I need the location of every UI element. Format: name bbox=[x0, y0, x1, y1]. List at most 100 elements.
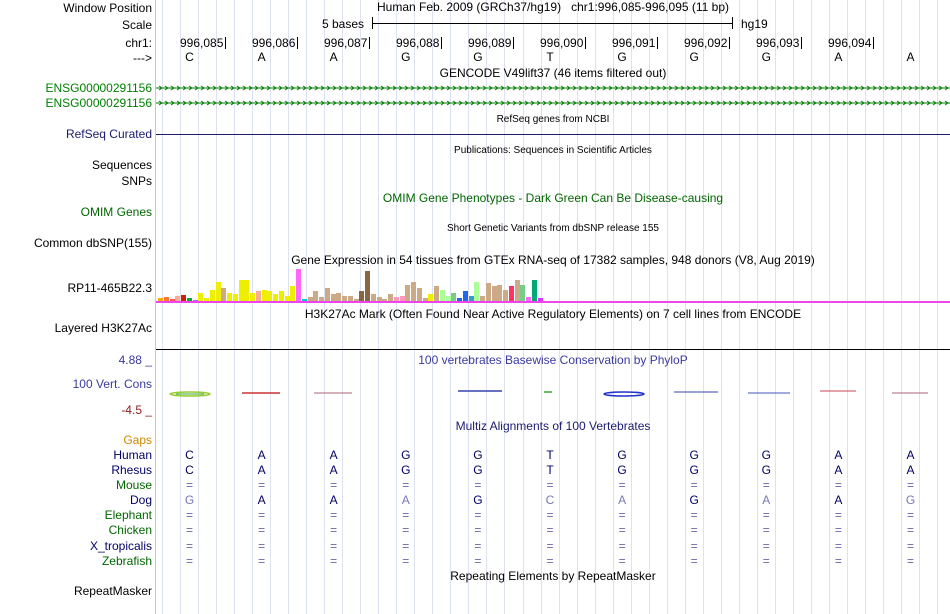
gtex-tissue-bar[interactable] bbox=[370, 294, 376, 302]
track-title-phylop[interactable]: 100 vertebrates Basewise Conservation by… bbox=[418, 353, 688, 367]
strand-chevrons bbox=[158, 85, 949, 91]
gtex-tissue-bar[interactable] bbox=[347, 296, 353, 302]
gtex-bar-chart[interactable] bbox=[156, 268, 950, 302]
gtex-tissue-bar[interactable] bbox=[411, 282, 416, 302]
label-refseq-curated[interactable]: RefSeq Curated bbox=[65, 127, 152, 141]
gtex-tissue-bar[interactable] bbox=[485, 283, 491, 302]
gtex-tissue-bar[interactable] bbox=[359, 291, 365, 302]
gtex-tissue-bar[interactable] bbox=[209, 290, 215, 302]
gtex-tissue-bar[interactable] bbox=[290, 286, 296, 302]
label-omim-genes[interactable]: OMIM Genes bbox=[80, 205, 152, 219]
label-species-xtropicalis: X_tropicalis bbox=[89, 539, 152, 553]
gtex-tissue-bar[interactable] bbox=[480, 296, 485, 302]
gtex-tissue-bar[interactable] bbox=[365, 271, 370, 302]
gtex-tissue-bar[interactable] bbox=[278, 291, 284, 302]
gtex-tissue-bar[interactable] bbox=[405, 285, 411, 302]
gtex-tissue-bar[interactable] bbox=[434, 286, 439, 302]
gtex-tissue-bar[interactable] bbox=[307, 297, 313, 302]
gtex-tissue-bar[interactable] bbox=[451, 293, 457, 302]
phylop-signal[interactable] bbox=[156, 385, 950, 401]
gtex-tissue-bar[interactable] bbox=[227, 293, 232, 302]
gtex-tissue-bar[interactable] bbox=[468, 296, 474, 302]
gtex-tissue-bar[interactable] bbox=[416, 288, 422, 302]
gtex-tissue-bar[interactable] bbox=[273, 294, 278, 302]
gtex-tissue-bar[interactable] bbox=[457, 298, 462, 302]
gtex-tissue-bar[interactable] bbox=[342, 296, 347, 302]
track-title-omim[interactable]: OMIM Gene Phenotypes - Dark Green Can Be… bbox=[382, 191, 724, 205]
gtex-tissue-bar[interactable] bbox=[462, 291, 468, 302]
label-repeatmasker[interactable]: RepeatMasker bbox=[73, 584, 152, 598]
gtex-tissue-bar[interactable] bbox=[296, 269, 301, 302]
gtex-tissue-bar[interactable] bbox=[313, 291, 319, 302]
gtex-tissue-bar[interactable] bbox=[181, 295, 186, 302]
gencode-transcripts[interactable] bbox=[156, 81, 950, 111]
gtex-tissue-bar[interactable] bbox=[376, 297, 382, 302]
label-snps[interactable]: SNPs bbox=[121, 174, 152, 188]
gtex-tissue-bar[interactable] bbox=[244, 280, 250, 302]
gtex-tissue-bar[interactable] bbox=[238, 280, 244, 302]
gtex-tissue-bar[interactable] bbox=[422, 298, 428, 302]
gtex-tissue-bar[interactable] bbox=[388, 294, 393, 302]
gtex-tissue-bar[interactable] bbox=[514, 280, 520, 302]
gtex-tissue-bar[interactable] bbox=[204, 298, 209, 302]
label-vert-cons[interactable]: 100 Vert. Cons bbox=[72, 377, 152, 391]
refseq-gene-line[interactable] bbox=[156, 134, 950, 135]
gtex-tissue-bar[interactable] bbox=[261, 290, 267, 302]
gtex-tissue-bar[interactable] bbox=[330, 294, 336, 302]
gene-track-1[interactable] bbox=[156, 85, 950, 91]
gtex-tissue-bar[interactable] bbox=[215, 282, 221, 302]
gtex-tissue-bar[interactable] bbox=[399, 296, 405, 302]
gtex-tissue-bar[interactable] bbox=[267, 291, 273, 302]
gtex-tissue-bar[interactable] bbox=[439, 290, 445, 302]
gtex-tissue-bar[interactable] bbox=[520, 285, 526, 302]
label-gtex-gene[interactable]: RP11-465B22.3 bbox=[67, 281, 152, 295]
gtex-tissue-bar[interactable] bbox=[393, 297, 399, 302]
gtex-tissue-bar[interactable] bbox=[445, 296, 451, 302]
gtex-tissue-bar[interactable] bbox=[301, 299, 307, 302]
gene-track-2[interactable] bbox=[156, 100, 950, 106]
gtex-tissue-bar[interactable] bbox=[497, 285, 503, 302]
gtex-tissue-bar[interactable] bbox=[186, 298, 192, 302]
track-title-dbsnp[interactable]: Short Genetic Variants from dbSNP releas… bbox=[447, 223, 659, 234]
label-sequences[interactable]: Sequences bbox=[91, 158, 152, 172]
gtex-tissue-bar[interactable] bbox=[336, 293, 342, 302]
gtex-tissue-bar[interactable] bbox=[491, 286, 497, 302]
coordinate-label: 996,091 bbox=[612, 36, 656, 50]
gtex-tissue-bar[interactable] bbox=[232, 294, 238, 302]
gtex-tissue-bar[interactable] bbox=[508, 286, 514, 302]
gtex-tissue-bar[interactable] bbox=[175, 296, 181, 302]
gtex-tissue-bar[interactable] bbox=[169, 299, 175, 302]
track-title-multiz[interactable]: Multiz Alignments of 100 Vertebrates bbox=[455, 419, 651, 433]
gtex-tissue-bar[interactable] bbox=[324, 288, 330, 302]
track-title-gtex[interactable]: Gene Expression in 54 tissues from GTEx … bbox=[291, 253, 815, 267]
track-image-area[interactable]: Human Feb. 2009 (GRCh37/hg19) chr1:996,0… bbox=[156, 0, 950, 614]
gtex-tissue-bar[interactable] bbox=[198, 293, 204, 302]
label-layered-h3k27ac[interactable]: Layered H3K27Ac bbox=[54, 321, 152, 335]
gtex-tissue-bar[interactable] bbox=[474, 282, 480, 302]
tick-mark bbox=[441, 37, 443, 49]
gtex-tissue-bar[interactable] bbox=[537, 298, 543, 302]
gtex-tissue-bar[interactable] bbox=[319, 297, 324, 302]
track-title-h3k27ac[interactable]: H3K27Ac Mark (Often Found Near Active Re… bbox=[304, 307, 802, 321]
gtex-tissue-bar[interactable] bbox=[531, 280, 537, 302]
label-common-dbsnp[interactable]: Common dbSNP(155) bbox=[33, 236, 152, 250]
alignment-base-human: A bbox=[906, 448, 915, 462]
gtex-tissue-bar[interactable] bbox=[428, 294, 434, 302]
gtex-tissue-bar[interactable] bbox=[163, 297, 169, 302]
label-window-position: Window Position bbox=[63, 1, 152, 15]
gtex-tissue-bar[interactable] bbox=[382, 299, 388, 302]
label-gene-2[interactable]: ENSG00000291156 bbox=[45, 96, 152, 110]
gtex-tissue-bar[interactable] bbox=[503, 290, 508, 302]
track-title-refseq[interactable]: RefSeq genes from NCBI bbox=[496, 114, 610, 125]
gtex-tissue-bar[interactable] bbox=[353, 299, 359, 302]
gtex-tissue-bar[interactable] bbox=[255, 291, 261, 302]
gtex-tissue-bar[interactable] bbox=[284, 296, 290, 302]
gtex-tissue-bar[interactable] bbox=[221, 288, 227, 302]
track-title-gencode[interactable]: GENCODE V49lift37 (46 items filtered out… bbox=[439, 66, 667, 80]
label-gene-1[interactable]: ENSG00000291156 bbox=[45, 81, 152, 95]
gtex-tissue-bar[interactable] bbox=[526, 297, 531, 302]
track-title-publications[interactable]: Publications: Sequences in Scientific Ar… bbox=[454, 145, 652, 156]
gtex-tissue-bar[interactable] bbox=[250, 293, 255, 302]
gtex-tissue-bar[interactable] bbox=[158, 298, 163, 302]
track-title-repeatmasker[interactable]: Repeating Elements by RepeatMasker bbox=[450, 569, 656, 583]
